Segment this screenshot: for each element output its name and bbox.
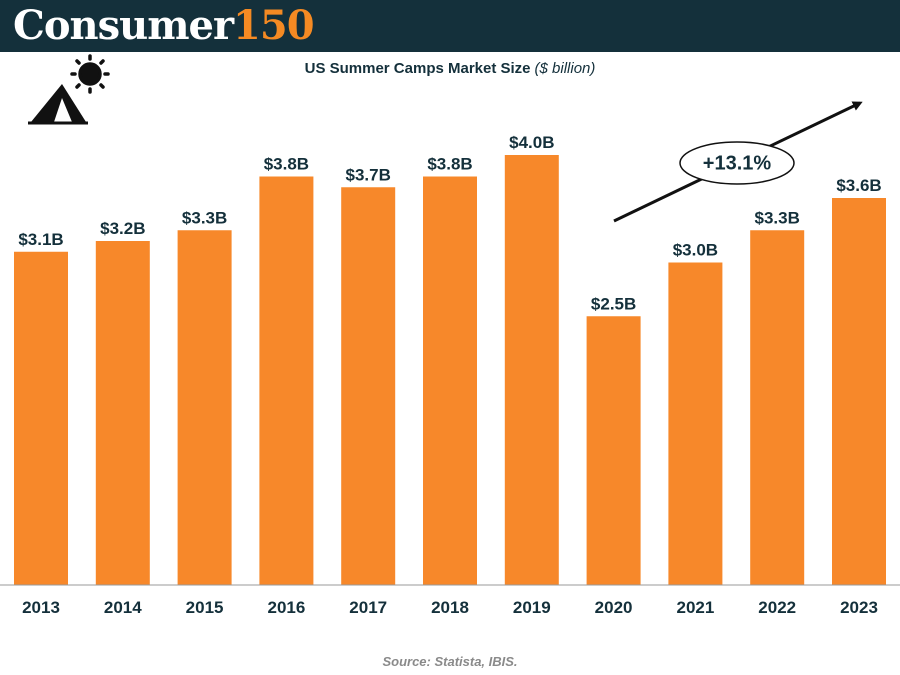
chart-title: US Summer Camps Market Size <box>304 60 531 77</box>
tent-icon <box>28 84 88 125</box>
bars-group <box>14 155 886 585</box>
data-label-2017: $3.7B <box>346 165 391 184</box>
data-label-2021: $3.0B <box>673 241 718 260</box>
x-tick-2014: 2014 <box>104 598 142 617</box>
x-tick-2015: 2015 <box>186 598 224 617</box>
data-label-2018: $3.8B <box>427 155 472 174</box>
sun-icon <box>70 54 110 94</box>
bar-2016 <box>259 176 314 585</box>
bar-2014 <box>95 241 150 585</box>
growth-label: +13.1% <box>703 152 772 174</box>
bar-2022 <box>750 230 805 585</box>
x-tick-2017: 2017 <box>349 598 387 617</box>
x-tick-2020: 2020 <box>595 598 633 617</box>
bar-2013 <box>14 251 68 585</box>
brand-name: Consumer <box>13 2 234 49</box>
data-label-2019: $4.0B <box>509 133 554 152</box>
data-label-2015: $3.3B <box>182 208 227 227</box>
bar-2023 <box>832 198 886 585</box>
brand-number: 150 <box>233 2 314 49</box>
growth-annotation: +13.1% <box>613 101 863 223</box>
header-bar: Consumer150 <box>0 0 900 52</box>
brand-logo: Consumer150 <box>13 2 315 50</box>
labels-group: $3.1B 2013 $3.2B 2014 $3.3B 2015 $3.8B 2016 $3.7… <box>18 133 881 617</box>
bar-2017 <box>341 187 396 585</box>
data-label-2022: $3.3B <box>755 208 800 227</box>
bar-2020 <box>586 316 641 585</box>
x-tick-2023: 2023 <box>840 598 878 617</box>
data-label-2020: $2.5B <box>591 294 636 313</box>
bar-2018 <box>423 176 477 585</box>
bar-2015 <box>177 230 232 585</box>
x-tick-2016: 2016 <box>267 598 305 617</box>
x-tick-2013: 2013 <box>22 598 60 617</box>
x-tick-2019: 2019 <box>513 598 551 617</box>
summer-camp-icon <box>28 54 110 125</box>
chart-title-block: US Summer Camps Market Size ($ billion) <box>0 60 900 77</box>
bar-2021 <box>668 262 723 585</box>
x-tick-2021: 2021 <box>676 598 714 617</box>
chart-subtitle: ($ billion) <box>534 60 596 77</box>
data-label-2016: $3.8B <box>264 155 309 174</box>
data-label-2023: $3.6B <box>836 176 881 195</box>
data-label-2014: $3.2B <box>100 219 145 238</box>
source-note: Source: Statista, IBIS. <box>382 654 518 669</box>
x-tick-2022: 2022 <box>758 598 796 617</box>
growth-ellipse <box>679 141 795 185</box>
x-tick-2018: 2018 <box>431 598 469 617</box>
bar-2019 <box>504 155 559 585</box>
data-label-2013: $3.1B <box>18 230 63 249</box>
